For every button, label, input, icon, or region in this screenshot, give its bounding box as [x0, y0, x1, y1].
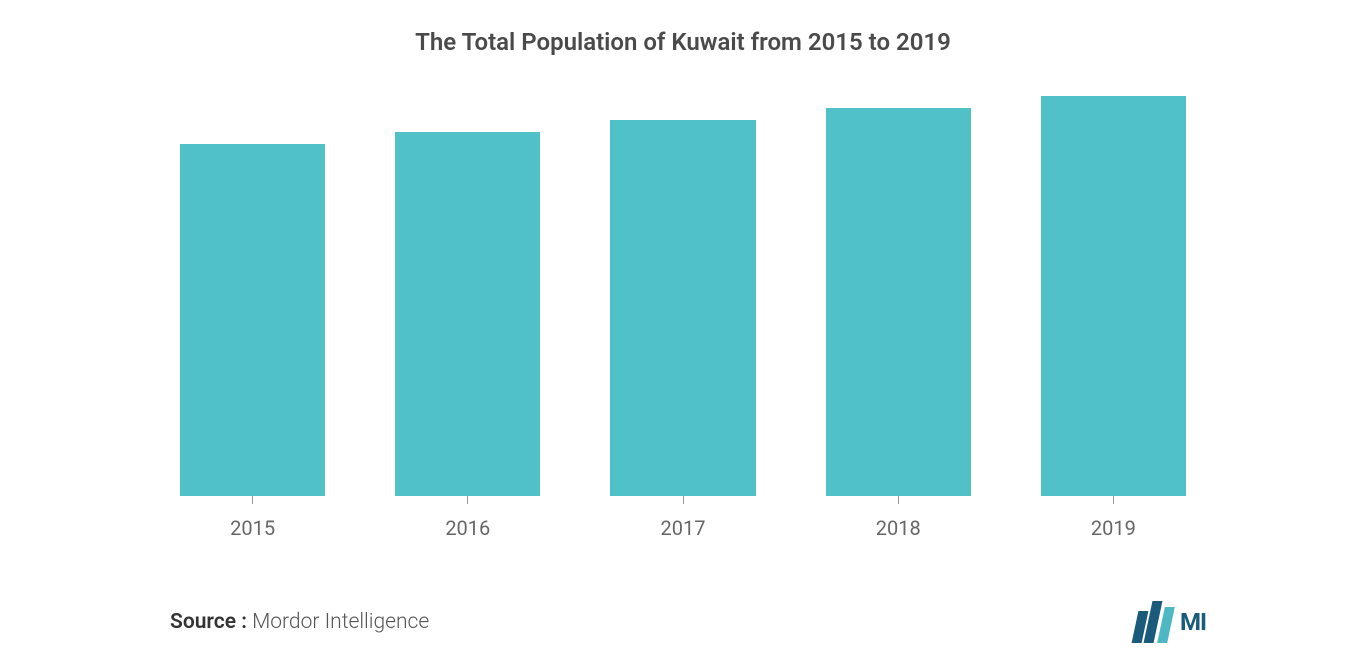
logo-text: MI [1180, 608, 1206, 636]
bar-label-2015: 2015 [230, 516, 275, 540]
chart-container: The Total Population of Kuwait from 2015… [0, 0, 1366, 655]
chart-title: The Total Population of Kuwait from 2015… [60, 28, 1306, 56]
mordor-logo: MI [1135, 601, 1206, 643]
bar-group-2019: 2019 [1041, 96, 1186, 540]
bar-group-2018: 2018 [826, 108, 971, 540]
logo-bars-icon [1135, 601, 1171, 643]
tick-mark [898, 496, 899, 504]
tick-mark [1113, 496, 1114, 504]
bar-2015 [180, 144, 325, 496]
bar-group-2015: 2015 [180, 144, 325, 540]
bar-label-2017: 2017 [661, 516, 706, 540]
bar-group-2016: 2016 [395, 132, 540, 540]
bar-label-2018: 2018 [876, 516, 921, 540]
bar-2018 [826, 108, 971, 496]
bar-label-2019: 2019 [1091, 516, 1136, 540]
bar-2017 [610, 120, 755, 496]
tick-mark [252, 496, 253, 504]
bar-2016 [395, 132, 540, 496]
source-text: Source : Mordor Intelligence [170, 610, 429, 634]
source-row: Source : Mordor Intelligence MI [60, 601, 1306, 643]
source-value: Mordor Intelligence [252, 610, 429, 634]
source-label: Source : [170, 610, 247, 634]
tick-mark [467, 496, 468, 504]
tick-mark [683, 496, 684, 504]
bar-group-2017: 2017 [610, 120, 755, 540]
bar-2019 [1041, 96, 1186, 496]
chart-plot-area: 2015 2016 2017 2018 2019 [60, 96, 1306, 551]
bar-label-2016: 2016 [445, 516, 490, 540]
